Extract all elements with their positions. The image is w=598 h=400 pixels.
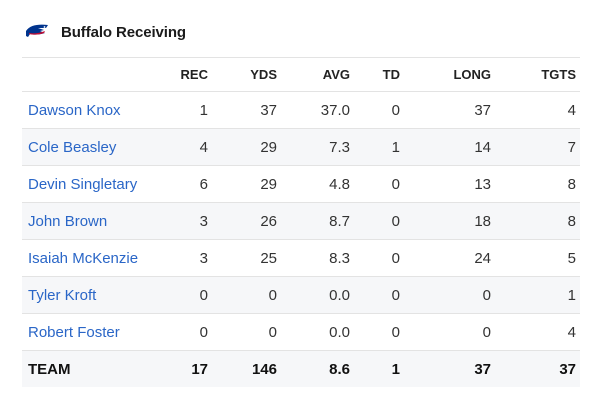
tgts-cell: 4 [495, 313, 580, 351]
receiving-table: REC YDS AVG TD LONG TGTS Dawson Knox 1 3… [22, 57, 580, 387]
player-name-link[interactable]: Dawson Knox [22, 91, 150, 129]
rec-cell: 3 [150, 202, 212, 240]
avg-cell: 37.0 [281, 91, 354, 129]
column-header-td[interactable]: TD [354, 57, 404, 92]
tgts-cell: 4 [495, 91, 580, 129]
yds-cell: 25 [212, 239, 281, 277]
avg-cell: 7.3 [281, 128, 354, 166]
long-cell: 13 [404, 165, 495, 203]
rec-cell: 17 [150, 350, 212, 387]
long-cell: 14 [404, 128, 495, 166]
tgts-cell: 37 [495, 350, 580, 387]
avg-cell: 0.0 [281, 313, 354, 351]
player-name-link[interactable]: Devin Singletary [22, 165, 150, 203]
column-header-yds[interactable]: YDS [212, 57, 281, 92]
tgts-cell: 7 [495, 128, 580, 166]
player-name-link[interactable]: Isaiah McKenzie [22, 239, 150, 277]
td-cell: 1 [354, 350, 404, 387]
tgts-cell: 8 [495, 165, 580, 203]
column-header-rec[interactable]: REC [150, 57, 212, 92]
rec-cell: 1 [150, 91, 212, 129]
team-total-row: TEAM 17 146 8.6 1 37 37 [22, 350, 580, 387]
table-row: Isaiah McKenzie 3 25 8.3 0 24 5 [22, 239, 580, 277]
rec-cell: 0 [150, 313, 212, 351]
td-cell: 0 [354, 202, 404, 240]
td-cell: 0 [354, 239, 404, 277]
td-cell: 0 [354, 165, 404, 203]
rec-cell: 0 [150, 276, 212, 314]
column-header-tgts[interactable]: TGTS [495, 57, 580, 92]
long-cell: 18 [404, 202, 495, 240]
table-header-row: REC YDS AVG TD LONG TGTS [22, 57, 580, 92]
tgts-cell: 8 [495, 202, 580, 240]
long-cell: 0 [404, 276, 495, 314]
team-label: TEAM [22, 350, 150, 387]
td-cell: 0 [354, 91, 404, 129]
table-row: Devin Singletary 6 29 4.8 0 13 8 [22, 165, 580, 203]
yds-cell: 37 [212, 91, 281, 129]
player-name-link[interactable]: Robert Foster [22, 313, 150, 351]
table-row: John Brown 3 26 8.7 0 18 8 [22, 202, 580, 240]
table-row: Robert Foster 0 0 0.0 0 0 4 [22, 313, 580, 351]
column-header-player [22, 57, 150, 92]
column-header-avg[interactable]: AVG [281, 57, 354, 92]
player-name-link[interactable]: Tyler Kroft [22, 276, 150, 314]
yds-cell: 0 [212, 313, 281, 351]
td-cell: 0 [354, 313, 404, 351]
table-row: Tyler Kroft 0 0 0.0 0 0 1 [22, 276, 580, 314]
avg-cell: 4.8 [281, 165, 354, 203]
bills-logo-icon [24, 22, 50, 42]
avg-cell: 8.6 [281, 350, 354, 387]
long-cell: 0 [404, 313, 495, 351]
rec-cell: 4 [150, 128, 212, 166]
rec-cell: 6 [150, 165, 212, 203]
yds-cell: 29 [212, 128, 281, 166]
avg-cell: 8.7 [281, 202, 354, 240]
td-cell: 0 [354, 276, 404, 314]
card-header: Buffalo Receiving [24, 18, 186, 46]
long-cell: 37 [404, 91, 495, 129]
player-name-link[interactable]: Cole Beasley [22, 128, 150, 166]
card-title: Buffalo Receiving [61, 23, 186, 41]
table-row: Cole Beasley 4 29 7.3 1 14 7 [22, 128, 580, 166]
column-header-long[interactable]: LONG [404, 57, 495, 92]
tgts-cell: 5 [495, 239, 580, 277]
avg-cell: 0.0 [281, 276, 354, 314]
long-cell: 37 [404, 350, 495, 387]
td-cell: 1 [354, 128, 404, 166]
player-name-link[interactable]: John Brown [22, 202, 150, 240]
tgts-cell: 1 [495, 276, 580, 314]
table-row: Dawson Knox 1 37 37.0 0 37 4 [22, 91, 580, 129]
yds-cell: 146 [212, 350, 281, 387]
long-cell: 24 [404, 239, 495, 277]
avg-cell: 8.3 [281, 239, 354, 277]
yds-cell: 29 [212, 165, 281, 203]
yds-cell: 26 [212, 202, 281, 240]
yds-cell: 0 [212, 276, 281, 314]
rec-cell: 3 [150, 239, 212, 277]
